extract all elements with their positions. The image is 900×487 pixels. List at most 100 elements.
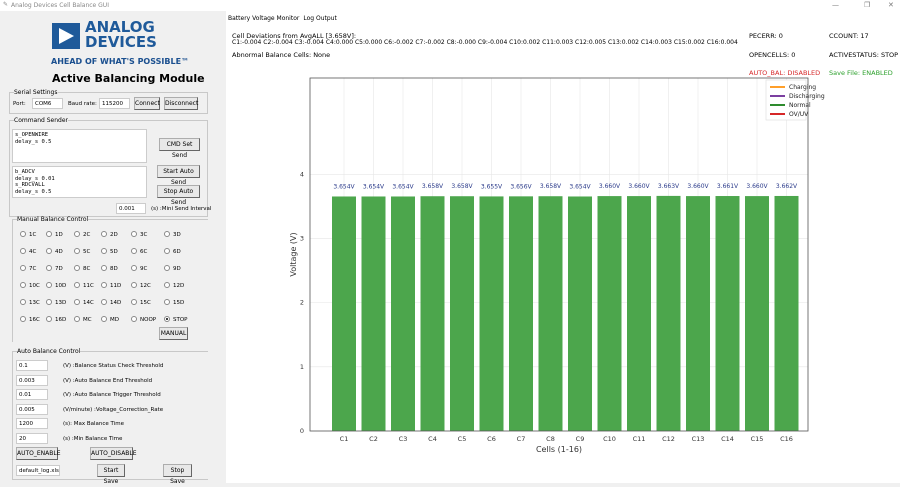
radio-6c[interactable]: 6C <box>131 248 147 255</box>
radio-4d[interactable]: 4D <box>46 248 63 255</box>
minimize-button[interactable]: — <box>832 1 839 9</box>
tab-log-output[interactable]: Log Output <box>303 15 337 22</box>
tab-battery-voltage-monitor[interactable]: Battery Voltage Monitor <box>226 14 302 23</box>
radio-icon[interactable] <box>20 282 26 288</box>
radio-12c[interactable]: 12C <box>131 282 151 289</box>
radio-11c[interactable]: 11C <box>74 282 94 289</box>
radio-icon[interactable] <box>131 231 137 237</box>
log-file-input[interactable]: default_log.xlsx <box>16 465 60 476</box>
radio-md[interactable]: MD <box>101 316 119 323</box>
radio-icon[interactable] <box>74 248 80 254</box>
radio-12d[interactable]: 12D <box>164 282 184 289</box>
param-input[interactable]: 20 <box>16 432 48 444</box>
radio-5c[interactable]: 5C <box>74 248 90 255</box>
radio-icon[interactable] <box>131 265 137 271</box>
close-button[interactable]: ✕ <box>888 1 894 9</box>
radio-7c[interactable]: 7C <box>20 265 36 272</box>
radio-icon[interactable] <box>101 248 107 254</box>
radio-icon[interactable] <box>101 316 107 322</box>
radio-2c[interactable]: 2C <box>74 231 90 238</box>
radio-stop[interactable]: STOP <box>164 316 188 323</box>
radio-icon[interactable] <box>46 282 52 288</box>
radio-14c[interactable]: 14C <box>74 299 94 306</box>
radio-icon[interactable] <box>164 299 170 305</box>
radio-16d[interactable]: 16D <box>46 316 66 323</box>
auto-send-textarea[interactable]: b_ADCV delay_s 0.01 s_RDCVALL delay_s 0.… <box>12 166 147 198</box>
radio-1c[interactable]: 1C <box>20 231 36 238</box>
cmd-set-textarea[interactable]: s_OPENWIRE delay_s 0.5 <box>12 129 147 163</box>
radio-icon[interactable] <box>46 316 52 322</box>
radio-mc[interactable]: MC <box>74 316 92 323</box>
radio-icon[interactable] <box>20 231 26 237</box>
radio-6d[interactable]: 6D <box>164 248 181 255</box>
radio-3c[interactable]: 3C <box>131 231 147 238</box>
radio-icon[interactable] <box>20 316 26 322</box>
port-input[interactable]: COM6 <box>32 98 63 109</box>
radio-icon[interactable] <box>20 299 26 305</box>
radio-icon[interactable] <box>46 231 52 237</box>
radio-icon[interactable] <box>131 248 137 254</box>
radio-4c[interactable]: 4C <box>20 248 36 255</box>
param-input[interactable]: 0.1 <box>16 360 48 371</box>
radio-14d[interactable]: 14D <box>101 299 121 306</box>
radio-icon[interactable] <box>101 265 107 271</box>
radio-icon[interactable] <box>46 248 52 254</box>
radio-icon[interactable] <box>74 282 80 288</box>
radio-label: 3D <box>173 232 181 238</box>
send-interval-input[interactable]: 0.001 <box>116 203 146 214</box>
param-input[interactable]: 1200 <box>16 418 48 429</box>
radio-icon[interactable] <box>164 231 170 237</box>
auto-disable-button[interactable]: AUTO_DISABLE <box>90 447 137 460</box>
radio-16c[interactable]: 16C <box>20 316 40 323</box>
cmd-set-send-button[interactable]: CMD Set Send <box>159 138 200 159</box>
stop-auto-send-button[interactable]: Stop Auto Send <box>157 185 200 206</box>
radio-8c[interactable]: 8C <box>74 265 90 272</box>
stop-save-button[interactable]: Stop Save <box>163 464 192 485</box>
radio-icon[interactable] <box>46 265 52 271</box>
radio-icon[interactable] <box>101 231 107 237</box>
baud-input[interactable]: 115200 <box>99 98 130 109</box>
radio-7d[interactable]: 7D <box>46 265 63 272</box>
radio-icon[interactable] <box>74 265 80 271</box>
radio-10d[interactable]: 10D <box>46 282 66 289</box>
radio-2d[interactable]: 2D <box>101 231 118 238</box>
radio-8d[interactable]: 8D <box>101 265 118 272</box>
radio-icon[interactable] <box>101 282 107 288</box>
radio-13d[interactable]: 13D <box>46 299 66 306</box>
param-input[interactable]: 0.003 <box>16 374 48 386</box>
radio-1d[interactable]: 1D <box>46 231 63 238</box>
radio-icon[interactable] <box>164 248 170 254</box>
radio-10c[interactable]: 10C <box>20 282 40 289</box>
radio-icon[interactable] <box>101 299 107 305</box>
radio-13c[interactable]: 13C <box>20 299 40 306</box>
radio-15d[interactable]: 15D <box>164 299 184 306</box>
auto-enable-button[interactable]: AUTO_ENABLE <box>16 447 61 460</box>
radio-icon[interactable] <box>131 299 137 305</box>
param-input[interactable]: 0.005 <box>16 403 48 415</box>
radio-icon[interactable] <box>131 316 137 322</box>
radio-icon[interactable] <box>74 299 80 305</box>
radio-icon[interactable] <box>131 282 137 288</box>
radio-3d[interactable]: 3D <box>164 231 181 238</box>
radio-9c[interactable]: 9C <box>131 265 147 272</box>
radio-icon[interactable] <box>46 299 52 305</box>
radio-icon[interactable] <box>74 316 80 322</box>
radio-icon[interactable] <box>20 248 26 254</box>
radio-11d[interactable]: 11D <box>101 282 121 289</box>
radio-icon[interactable] <box>164 316 170 322</box>
manual-button[interactable]: MANUAL <box>159 327 188 340</box>
start-save-button[interactable]: Start Save <box>97 464 125 485</box>
radio-icon[interactable] <box>20 265 26 271</box>
connect-button[interactable]: Connect <box>134 97 160 110</box>
disconnect-button[interactable]: Disconnect <box>164 97 198 110</box>
radio-15c[interactable]: 15C <box>131 299 151 306</box>
radio-noop[interactable]: NOOP <box>131 316 156 323</box>
maximize-button[interactable]: ❐ <box>864 1 871 9</box>
start-auto-send-button[interactable]: Start Auto Send <box>157 165 200 186</box>
radio-icon[interactable] <box>74 231 80 237</box>
param-input[interactable]: 0.01 <box>16 389 48 400</box>
radio-icon[interactable] <box>164 282 170 288</box>
radio-icon[interactable] <box>164 265 170 271</box>
radio-5d[interactable]: 5D <box>101 248 118 255</box>
radio-9d[interactable]: 9D <box>164 265 181 272</box>
